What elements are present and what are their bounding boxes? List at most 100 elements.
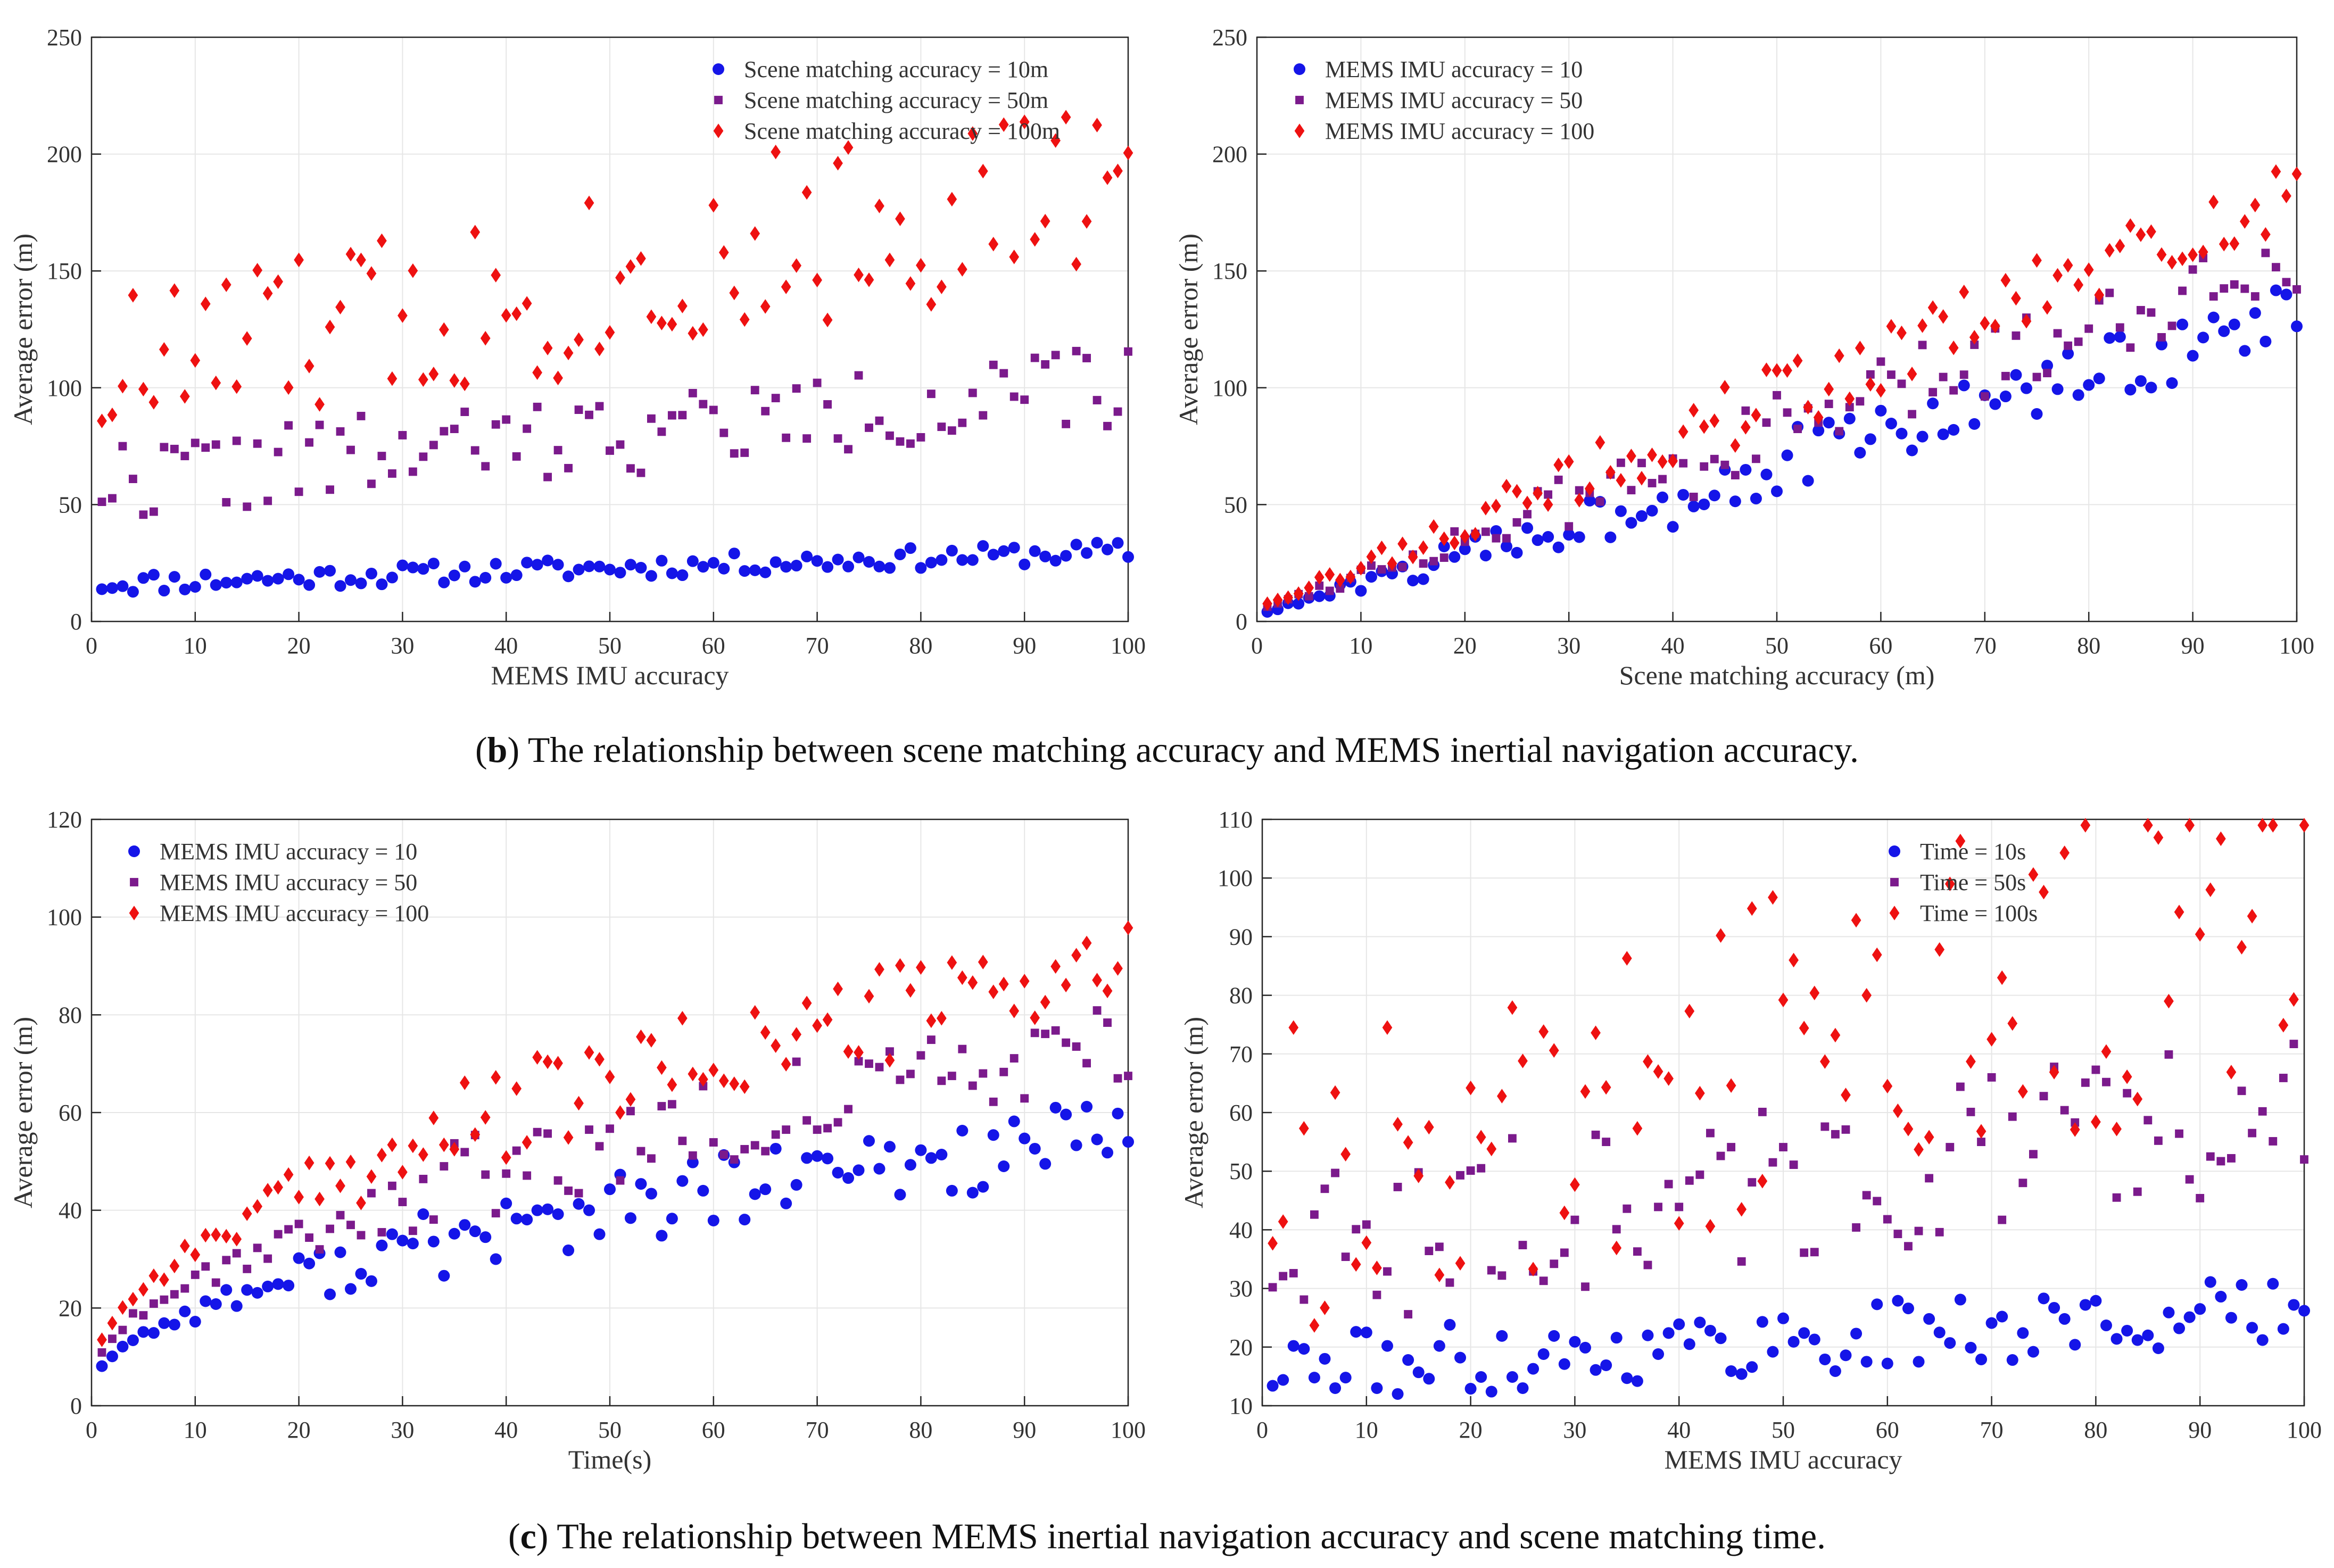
data-point xyxy=(149,507,158,516)
data-point xyxy=(365,567,377,579)
data-point xyxy=(1351,1257,1361,1272)
data-point xyxy=(118,1300,128,1315)
data-point xyxy=(802,1116,812,1125)
x-tick-label: 70 xyxy=(806,633,829,659)
data-point xyxy=(1999,391,2012,403)
data-point xyxy=(2038,1292,2050,1305)
data-point xyxy=(118,378,128,394)
x-tick-label: 70 xyxy=(1973,633,1997,659)
data-point xyxy=(179,1238,190,1254)
data-point xyxy=(2012,331,2021,340)
data-point xyxy=(2288,1299,2300,1311)
data-point xyxy=(1752,454,1760,463)
data-point xyxy=(1923,1313,1935,1325)
data-point xyxy=(201,1262,210,1271)
data-point xyxy=(440,427,449,436)
data-point xyxy=(2063,258,2073,273)
legend-marker xyxy=(713,123,724,138)
data-point xyxy=(1657,491,1669,503)
data-point xyxy=(1071,948,1081,963)
data-point xyxy=(2247,909,2257,924)
data-point xyxy=(283,568,295,580)
data-point xyxy=(1408,550,1418,565)
data-point xyxy=(1298,1343,1310,1355)
data-point xyxy=(968,388,977,397)
data-point xyxy=(1267,1380,1279,1392)
data-point xyxy=(573,1198,585,1210)
data-point xyxy=(1404,1310,1413,1319)
data-point xyxy=(1689,403,1699,418)
data-point xyxy=(1423,1373,1435,1385)
data-point xyxy=(2104,243,2115,258)
data-point xyxy=(1554,475,1563,484)
data-point xyxy=(314,397,325,412)
data-point xyxy=(1030,353,1039,362)
data-point xyxy=(449,373,460,388)
data-point xyxy=(1643,1054,1653,1069)
data-point xyxy=(895,958,905,973)
data-point xyxy=(1841,1125,1850,1134)
data-point xyxy=(2282,278,2291,287)
data-point xyxy=(180,1284,189,1293)
data-point xyxy=(989,1097,998,1106)
data-point xyxy=(1658,475,1667,484)
data-point xyxy=(635,561,647,574)
data-point xyxy=(926,1013,937,1028)
data-point xyxy=(728,547,740,560)
data-point xyxy=(1876,383,1886,398)
data-point xyxy=(1445,1278,1454,1287)
data-point xyxy=(1674,1216,1684,1231)
data-point xyxy=(1081,214,1092,229)
data-point xyxy=(1824,381,1834,397)
data-point xyxy=(730,1155,739,1164)
data-point xyxy=(606,1124,614,1133)
data-point xyxy=(438,1137,449,1152)
data-point xyxy=(1677,488,1690,501)
data-point xyxy=(147,1327,160,1339)
data-point xyxy=(479,1231,492,1243)
data-point xyxy=(532,365,542,380)
data-point xyxy=(1464,1383,1477,1395)
data-point xyxy=(1123,920,1133,935)
data-point xyxy=(1314,570,1325,585)
data-point xyxy=(791,258,801,273)
data-point xyxy=(1435,1242,1444,1251)
data-point xyxy=(243,1264,252,1273)
data-point xyxy=(2258,1107,2267,1116)
x-tick-label: 50 xyxy=(1772,1417,1795,1443)
data-point xyxy=(2228,318,2240,330)
data-point xyxy=(875,1063,884,1072)
data-point xyxy=(1091,1133,1103,1146)
data-point xyxy=(2064,341,2073,350)
data-point xyxy=(387,371,398,386)
data-point xyxy=(1102,543,1114,555)
data-point xyxy=(273,274,283,289)
data-point xyxy=(2142,1329,2154,1341)
data-point xyxy=(2229,236,2240,251)
data-point xyxy=(708,1063,719,1077)
data-point xyxy=(2052,268,2063,283)
data-point xyxy=(263,1254,272,1263)
data-point xyxy=(274,447,283,457)
data-point xyxy=(1965,1341,1977,1354)
data-point xyxy=(698,322,708,337)
data-point xyxy=(1419,559,1428,568)
legend-marker xyxy=(1890,878,1899,886)
x-axis-label: MEMS IMU accuracy xyxy=(1664,1445,1902,1474)
data-point xyxy=(956,554,969,566)
data-point xyxy=(1262,596,1272,611)
data-point xyxy=(1914,1142,1924,1157)
data-point xyxy=(615,270,625,285)
data-point xyxy=(822,312,833,328)
data-point xyxy=(325,1156,335,1171)
data-point xyxy=(241,1284,253,1296)
data-point xyxy=(854,371,863,380)
data-point xyxy=(2271,164,2281,179)
data-point xyxy=(894,548,906,560)
y-tick-label: 200 xyxy=(1212,142,1247,168)
data-point xyxy=(168,571,180,583)
data-point xyxy=(1633,1247,1642,1256)
data-point xyxy=(2133,1187,2142,1196)
data-point xyxy=(396,1234,409,1247)
